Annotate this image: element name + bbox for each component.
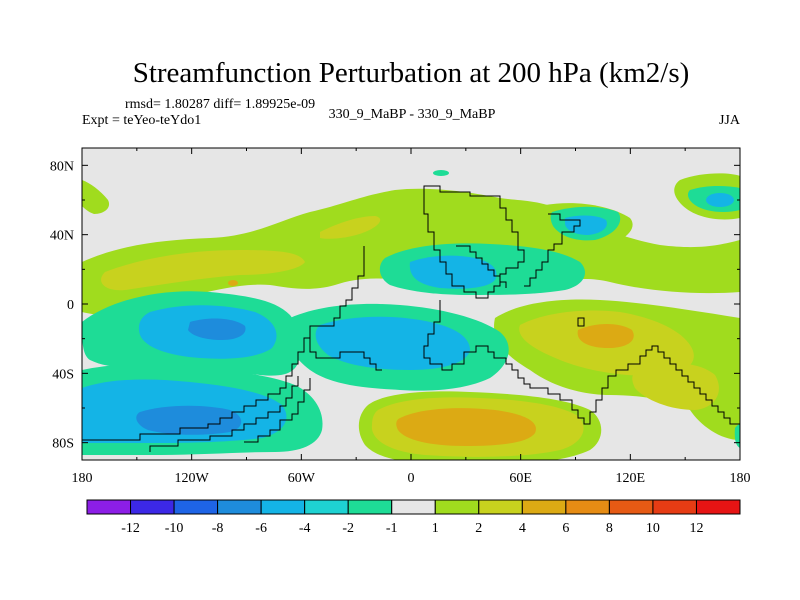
colorbar-label: -10 xyxy=(165,521,184,536)
y-tick-label: 80S xyxy=(52,437,74,452)
colorbar-swatch xyxy=(391,499,436,515)
coastline-antarctica-peninsula xyxy=(244,378,311,443)
coastline-americas xyxy=(82,246,365,441)
x-tick-label: 120E xyxy=(616,471,646,486)
case-label: 330_9_MaBP - 330_9_MaBP xyxy=(329,107,496,122)
colorbar-swatch xyxy=(86,499,132,515)
stats-text: rmsd= 1.80287 diff= 1.89925e-09 xyxy=(125,97,315,112)
field-pos-4to6-dot xyxy=(228,280,238,286)
colorbar-label: -8 xyxy=(212,521,224,536)
colorbar-swatch xyxy=(217,499,262,515)
coastlines xyxy=(82,185,740,452)
colorbar-label: 4 xyxy=(519,521,526,536)
x-tick-label: 0 xyxy=(408,471,415,486)
coastline-indonesia xyxy=(577,317,585,327)
field-pos-4to6-indian xyxy=(577,324,634,348)
field-neg-east-edge xyxy=(734,424,740,448)
colorbar-label: -1 xyxy=(386,521,398,536)
field-pos-4to6-south-atlantic xyxy=(396,408,536,446)
colorbar-label: -6 xyxy=(255,521,267,536)
colorbar-swatch xyxy=(173,499,219,515)
y-tick-label: 80N xyxy=(50,159,74,174)
field-pos-2to4-atlantic xyxy=(320,216,381,239)
colorbar-label: -4 xyxy=(299,521,311,536)
x-tick-label: 60W xyxy=(288,471,316,486)
coastline-indochina xyxy=(456,245,507,288)
field-pos-2to4-south-pacific-east xyxy=(632,363,719,410)
colorbar-swatch xyxy=(565,499,610,515)
axes: 180 120W 60W 0 60E 120E 180 80N 40N 0 40S 80S xyxy=(50,148,751,486)
season-label: JJA xyxy=(719,113,741,128)
colorbar-swatch xyxy=(521,499,567,515)
y-tick-label: 40S xyxy=(52,367,74,382)
colorbar-label: 12 xyxy=(689,521,703,536)
coastline-south-africa xyxy=(423,300,740,425)
field-pos-2to4-pacific xyxy=(101,250,305,291)
colorbar-label: -2 xyxy=(342,521,354,536)
colorbar-label: 6 xyxy=(562,521,569,536)
field-pos-ne-corner xyxy=(82,180,110,214)
colorbar-swatch xyxy=(434,499,480,515)
colorbar-label: -12 xyxy=(121,521,140,536)
field-neg4to6-south-pacific xyxy=(188,318,246,340)
colorbar-swatch xyxy=(478,499,523,515)
colorbar-swatch xyxy=(347,499,393,515)
x-tick-label: 120W xyxy=(175,471,210,486)
colorbar-swatch xyxy=(260,499,306,515)
coastline-antarctica-west xyxy=(149,376,299,452)
colorbar-label: 2 xyxy=(475,521,482,536)
field-neg2to4-tropical-atlantic xyxy=(315,316,470,370)
y-tick-label: 0 xyxy=(67,298,74,313)
x-tick-label: 180 xyxy=(730,471,751,486)
field-neg2to4-arabia xyxy=(409,255,497,289)
colorbar-swatch xyxy=(695,499,741,515)
colorbar-swatch xyxy=(304,499,349,515)
colorbar: -12 -10 -8 -6 -4 -2 -1 1 2 4 6 8 10 12 xyxy=(86,499,741,536)
colorbar-label: 8 xyxy=(606,521,613,536)
coastline-south-america xyxy=(304,337,382,371)
colorbar-label: 10 xyxy=(646,521,660,536)
experiment-label: Expt = teYeo-teYdo1 xyxy=(82,113,201,128)
x-tick-label: 60E xyxy=(509,471,532,486)
colorbar-swatch xyxy=(652,499,697,515)
field-neg2to4-nw-pacific xyxy=(706,193,734,207)
field-neg4to6-southern-ocean xyxy=(136,405,242,435)
plot-area xyxy=(82,148,740,460)
chart-title: Streamfunction Perturbation at 200 hPa (… xyxy=(133,57,690,89)
colorbar-swatch xyxy=(608,499,654,515)
colorbar-swatch xyxy=(130,499,175,515)
field-neg-dot xyxy=(433,170,449,176)
coastline-asia xyxy=(524,213,581,287)
colorbar-label: 1 xyxy=(432,521,439,536)
y-tick-label: 40N xyxy=(50,229,74,244)
x-tick-label: 180 xyxy=(72,471,93,486)
